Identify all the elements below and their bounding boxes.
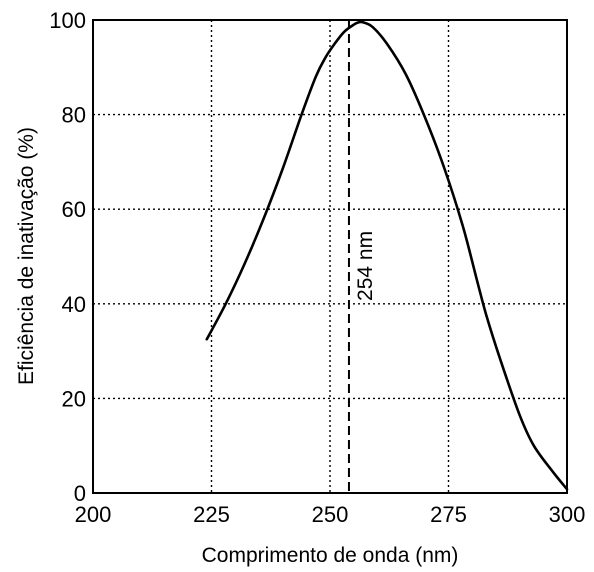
plot-frame xyxy=(92,19,568,494)
y-tick-label-60: 60 xyxy=(62,197,86,222)
y-tick-label-100: 100 xyxy=(49,8,86,33)
grid-lines xyxy=(93,20,567,493)
data-series xyxy=(205,20,569,491)
x-tick-label-200: 200 xyxy=(75,502,112,527)
x-tick-label-225: 225 xyxy=(193,502,230,527)
y-tick-labels: 0 20 40 60 80 100 xyxy=(49,8,86,506)
y-tick-label-0: 0 xyxy=(74,481,86,506)
x-axis-label: Comprimento de onda (nm) xyxy=(202,544,459,567)
y-tick-label-40: 40 xyxy=(62,292,86,317)
x-tick-labels: 200 225 250 275 300 xyxy=(75,502,586,527)
x-tick-label-250: 250 xyxy=(312,502,349,527)
wavelength-254-label: 254 nm xyxy=(354,231,377,301)
series-line xyxy=(205,20,569,491)
y-axis-label: Eficiência de inativação (%) xyxy=(15,127,38,385)
x-tick-label-275: 275 xyxy=(430,502,467,527)
x-tick-label-300: 300 xyxy=(549,502,586,527)
y-tick-label-80: 80 xyxy=(62,103,86,128)
y-tick-label-20: 20 xyxy=(62,386,86,411)
